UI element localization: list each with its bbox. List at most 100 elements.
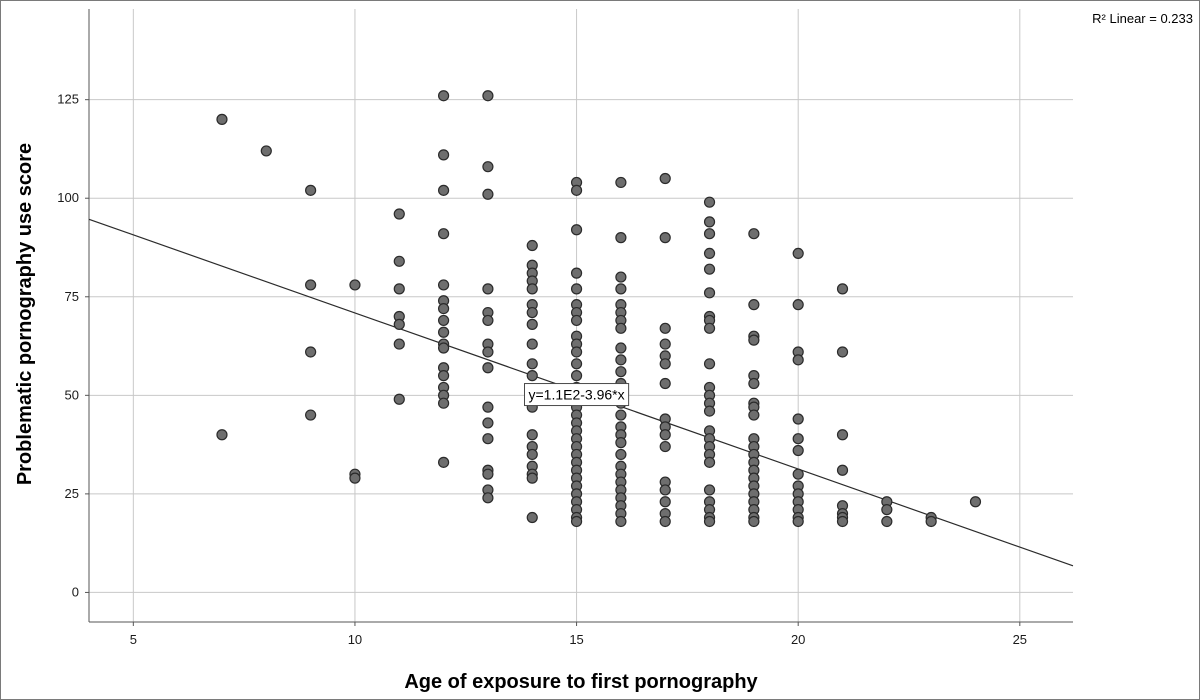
data-point	[437, 397, 450, 409]
x-tick-label: 20	[791, 632, 805, 647]
data-point	[437, 314, 450, 327]
data-point	[703, 358, 716, 370]
data-point	[659, 515, 671, 528]
data-point	[305, 184, 317, 196]
data-point	[659, 358, 671, 370]
data-point	[437, 279, 450, 291]
data-point	[792, 299, 804, 311]
data-point	[305, 279, 317, 291]
data-point	[615, 366, 627, 378]
data-point	[526, 511, 538, 524]
data-point	[570, 314, 583, 327]
data-point	[792, 515, 804, 528]
data-point	[393, 283, 405, 295]
data-point	[615, 437, 627, 449]
data-point	[526, 318, 538, 330]
data-point	[792, 444, 804, 457]
data-point	[792, 354, 804, 366]
data-point	[570, 515, 583, 528]
data-point	[615, 322, 627, 334]
data-point	[526, 239, 538, 252]
points-layer	[216, 90, 982, 528]
data-point	[792, 468, 804, 480]
data-point	[393, 318, 405, 330]
data-point	[482, 492, 494, 504]
data-point	[615, 354, 627, 366]
equation-label-group: y=1.1E2-3.96*x	[524, 383, 630, 407]
data-point	[836, 346, 849, 358]
data-point	[393, 208, 405, 220]
data-point	[526, 338, 538, 350]
y-tick-label: 0	[72, 584, 79, 599]
data-point	[482, 468, 494, 480]
data-point	[526, 358, 538, 370]
data-point	[615, 176, 627, 189]
data-point	[615, 232, 627, 244]
data-point	[526, 306, 538, 319]
data-point	[659, 172, 671, 185]
data-point	[703, 263, 716, 275]
data-point	[615, 283, 627, 295]
data-point	[482, 417, 494, 429]
data-point	[836, 429, 849, 441]
data-point	[570, 370, 583, 382]
data-point	[703, 405, 716, 417]
data-point	[703, 515, 716, 528]
data-point	[482, 90, 494, 102]
data-point	[703, 456, 716, 468]
data-point	[881, 515, 893, 528]
y-tick-label: 125	[57, 92, 79, 107]
data-point	[349, 279, 361, 291]
data-point	[659, 232, 671, 244]
data-point	[482, 283, 494, 295]
data-point	[437, 90, 450, 102]
data-point	[748, 377, 760, 390]
data-point	[260, 145, 272, 157]
data-point	[969, 496, 982, 508]
data-point	[570, 283, 583, 295]
data-point	[482, 161, 494, 173]
data-point	[659, 484, 671, 496]
data-point	[570, 184, 583, 196]
data-point	[925, 515, 937, 528]
data-point	[703, 216, 716, 228]
x-tick-label: 15	[569, 632, 583, 647]
data-point	[393, 393, 405, 405]
data-point	[748, 228, 760, 240]
data-point	[482, 346, 494, 358]
grid-layer	[89, 9, 1073, 622]
data-point	[570, 224, 583, 236]
data-point	[526, 429, 538, 441]
data-point	[836, 464, 849, 476]
data-point	[437, 228, 450, 240]
data-point	[349, 472, 361, 484]
data-point	[792, 413, 804, 425]
data-point	[570, 267, 583, 279]
data-point	[437, 184, 450, 196]
data-point	[482, 362, 494, 374]
data-point	[659, 429, 671, 441]
y-tick-label: 25	[65, 486, 79, 501]
equation-label-box	[524, 383, 630, 407]
data-point	[748, 299, 760, 311]
data-point	[570, 346, 583, 358]
data-point	[703, 322, 716, 334]
data-point	[216, 429, 228, 441]
data-point	[659, 377, 671, 390]
data-point	[615, 448, 627, 461]
data-point	[570, 358, 583, 370]
data-point	[437, 456, 450, 468]
x-tick-label: 10	[348, 632, 362, 647]
data-point	[703, 287, 716, 299]
data-point	[792, 247, 804, 260]
data-point	[659, 322, 671, 334]
data-point	[526, 283, 538, 295]
data-point	[748, 334, 760, 346]
data-point	[437, 342, 450, 354]
data-point	[482, 188, 494, 200]
data-point	[659, 496, 671, 508]
data-point	[703, 196, 716, 208]
data-point	[482, 314, 494, 327]
